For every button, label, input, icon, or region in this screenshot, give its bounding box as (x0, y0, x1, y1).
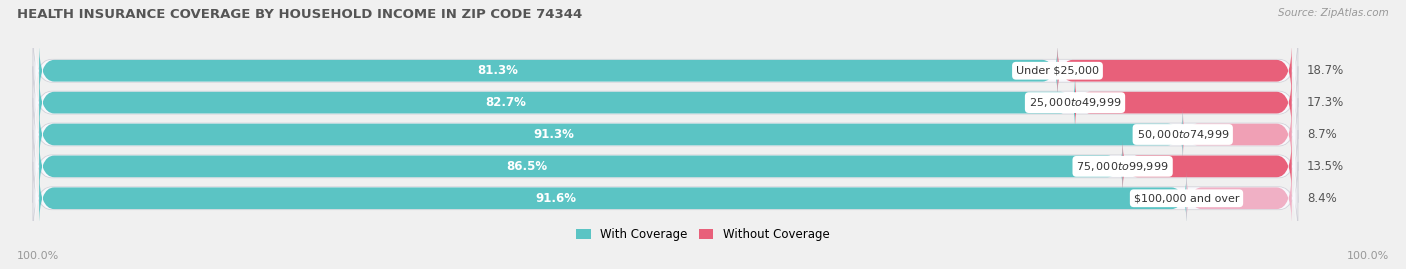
FancyBboxPatch shape (39, 107, 1182, 162)
Text: $100,000 and over: $100,000 and over (1133, 193, 1239, 203)
FancyBboxPatch shape (32, 66, 1298, 139)
Text: 91.3%: 91.3% (533, 128, 574, 141)
Text: 82.7%: 82.7% (485, 96, 526, 109)
FancyBboxPatch shape (35, 137, 1295, 196)
Text: 86.5%: 86.5% (506, 160, 547, 173)
Legend: With Coverage, Without Coverage: With Coverage, Without Coverage (572, 223, 834, 246)
Text: $75,000 to $99,999: $75,000 to $99,999 (1077, 160, 1168, 173)
FancyBboxPatch shape (1187, 171, 1292, 226)
FancyBboxPatch shape (1076, 75, 1292, 130)
Text: 100.0%: 100.0% (1347, 251, 1389, 261)
Text: 8.7%: 8.7% (1306, 128, 1337, 141)
Text: 18.7%: 18.7% (1306, 64, 1344, 77)
Text: 81.3%: 81.3% (477, 64, 517, 77)
FancyBboxPatch shape (35, 41, 1295, 101)
FancyBboxPatch shape (35, 168, 1295, 228)
FancyBboxPatch shape (1057, 43, 1292, 98)
FancyBboxPatch shape (32, 98, 1298, 171)
Text: 8.4%: 8.4% (1306, 192, 1337, 205)
FancyBboxPatch shape (1182, 107, 1292, 162)
Text: $25,000 to $49,999: $25,000 to $49,999 (1029, 96, 1121, 109)
Text: $50,000 to $74,999: $50,000 to $74,999 (1136, 128, 1229, 141)
Text: Source: ZipAtlas.com: Source: ZipAtlas.com (1278, 8, 1389, 18)
FancyBboxPatch shape (39, 43, 1057, 98)
Text: 100.0%: 100.0% (17, 251, 59, 261)
FancyBboxPatch shape (35, 73, 1295, 132)
FancyBboxPatch shape (1122, 139, 1292, 194)
Text: HEALTH INSURANCE COVERAGE BY HOUSEHOLD INCOME IN ZIP CODE 74344: HEALTH INSURANCE COVERAGE BY HOUSEHOLD I… (17, 8, 582, 21)
Text: Under $25,000: Under $25,000 (1017, 66, 1099, 76)
Text: 17.3%: 17.3% (1306, 96, 1344, 109)
FancyBboxPatch shape (39, 139, 1122, 194)
FancyBboxPatch shape (32, 130, 1298, 203)
FancyBboxPatch shape (35, 105, 1295, 164)
Text: 13.5%: 13.5% (1306, 160, 1344, 173)
FancyBboxPatch shape (39, 171, 1187, 226)
FancyBboxPatch shape (32, 34, 1298, 107)
FancyBboxPatch shape (39, 75, 1076, 130)
Text: 91.6%: 91.6% (534, 192, 576, 205)
FancyBboxPatch shape (32, 162, 1298, 235)
